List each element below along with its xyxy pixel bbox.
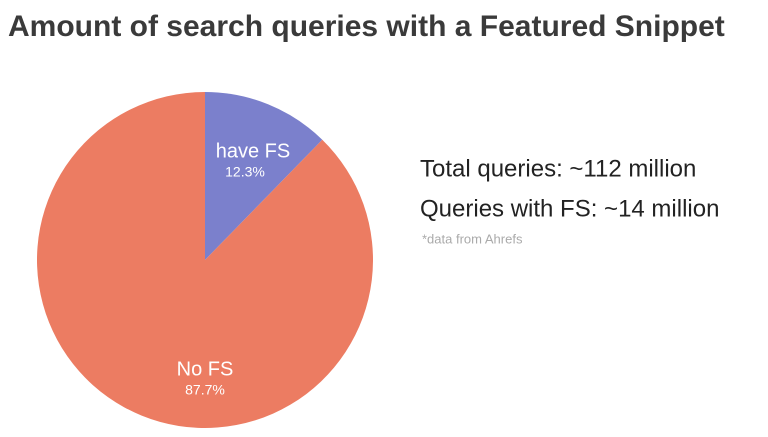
- annotation: Total queries: ~112 million: [420, 155, 696, 182]
- chart-title: Amount of search queries with a Featured…: [8, 10, 725, 43]
- pie-slice: [36, 92, 373, 428]
- slice-label: have FS: [216, 140, 290, 162]
- value-label: 87.7%: [185, 382, 225, 398]
- annotation: Queries with FS: ~14 million: [420, 195, 719, 222]
- value-label: 12.3%: [225, 164, 265, 180]
- slice-label: No FS: [177, 358, 234, 380]
- footnote: *data from Ahrefs: [422, 231, 523, 246]
- pie-slice: [205, 92, 323, 260]
